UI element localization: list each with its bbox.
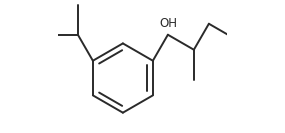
Text: OH: OH (159, 17, 177, 30)
